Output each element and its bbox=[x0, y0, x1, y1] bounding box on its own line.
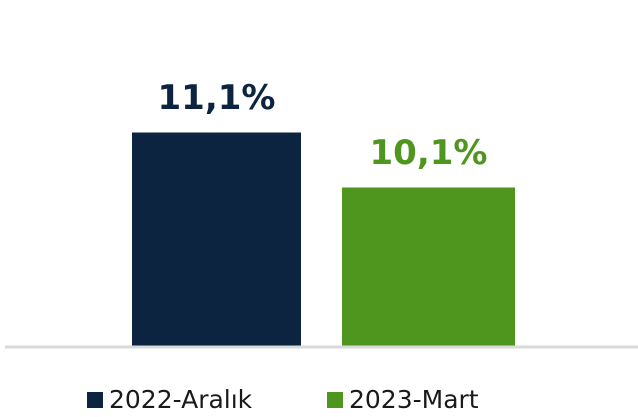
bar bbox=[342, 187, 515, 347]
legend-label: 2022-Aralık bbox=[109, 385, 253, 414]
legend-swatch bbox=[327, 392, 343, 408]
bar bbox=[132, 132, 301, 347]
legend-label: 2023-Mart bbox=[349, 385, 479, 414]
legend-swatch bbox=[87, 392, 103, 408]
value-label: 10,1% bbox=[370, 133, 488, 173]
value-label: 11,1% bbox=[158, 78, 276, 118]
